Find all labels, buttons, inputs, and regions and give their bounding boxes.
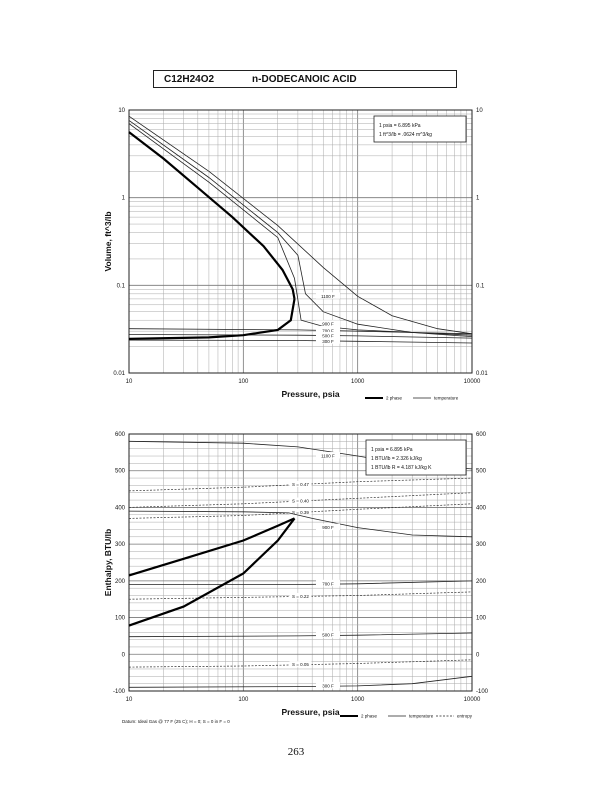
chart2-y-tick-label-right: 300 — [476, 542, 487, 548]
chart1-isotherm-line — [128, 115, 473, 335]
chart1-y-tick-label-left: 0.01 — [113, 371, 125, 377]
chart2-y-tick-label-right: -100 — [476, 689, 489, 695]
chart1-y-tick-label-right: 0.1 — [476, 283, 485, 289]
chart2-x-tick-label: 10 — [126, 697, 133, 703]
chart1-isotherm-label-bg — [315, 337, 340, 344]
chart2-info-box-line: 1 BTU/lb R = 4.187 kJ/kg K — [371, 465, 432, 471]
chart1-isotherm-label-bg — [315, 292, 340, 299]
chart1-info-box-line: 1 ft^3/lb = .0624 m^3/kg — [379, 132, 432, 138]
chart1-info-box-line: 1 psia = 6.895 kPa — [379, 123, 421, 129]
chart1-isotherm-label-bg — [315, 331, 340, 339]
chart2-isotherm-label-bg — [315, 579, 340, 587]
chart1-y-tick-label-left: 0.1 — [117, 283, 126, 289]
chart2-isotherm-label-bg — [315, 681, 340, 689]
chart2-isotherm-label-bg — [315, 452, 340, 459]
chart2-isentrope-label-bg — [289, 508, 312, 515]
datum-footnote: Datum: Ideal Gas @ 77 F (25 C); H = 0; S… — [122, 719, 230, 724]
chart1-x-tick-label: 100 — [238, 379, 249, 385]
chart1-legend-label: 2 phase — [386, 396, 403, 401]
chart2-y-tick-label-right: 100 — [476, 616, 487, 622]
chart2-isotherm-line — [128, 675, 473, 688]
chart2-y-tick-label-left: 200 — [115, 579, 126, 585]
chart2-isentrope-label-bg — [289, 497, 312, 504]
chart2-y-tick-label-left: 300 — [115, 542, 126, 548]
chart2-x-axis-label: Pressure, psia — [281, 707, 339, 717]
chart1-x-tick-label: 1000 — [351, 379, 365, 385]
chart2-isentrope-label: S = 0.05 — [292, 662, 309, 667]
chart1-y-tick-label-left: 1 — [122, 196, 126, 202]
chart2-isotherm-label: 500 F — [322, 633, 334, 638]
page-number: 263 — [287, 746, 305, 758]
chart2-isentrope-label: S = 0.22 — [292, 594, 309, 599]
chart1-info-box — [373, 115, 467, 143]
chart2-legend-label: 2 phase — [361, 714, 378, 719]
chart2-y-tick-label-left: 400 — [115, 505, 126, 511]
chart2-isotherm-label-bg — [315, 631, 340, 638]
chart2-y-tick-label-right: 200 — [476, 579, 487, 585]
chart1-isotherm-label: 700 F — [322, 329, 334, 334]
title-box: C12H24O2 n-DODECANOIC ACID — [153, 70, 457, 88]
chart2-isotherm-label: 700 F — [322, 581, 334, 586]
chart1-y-tick-label-right: 10 — [476, 108, 483, 114]
chart2-y-tick-label-right: 500 — [476, 469, 487, 475]
chart1-x-tick-label: 10 — [126, 379, 133, 385]
chart1-y-axis-label: Volume, ft^3/lb — [103, 211, 113, 271]
chart2-isotherm-line — [128, 510, 473, 538]
chart1-isotherm-label-bg — [315, 320, 340, 327]
chart2-y-tick-label-left: -100 — [113, 689, 126, 695]
chart1-isotherm-line — [128, 123, 473, 336]
compound-name: n-DODECANOIC ACID — [252, 73, 357, 85]
chart2-y-tick-label-left: 500 — [115, 469, 126, 475]
chart2-x-tick-label: 100 — [238, 697, 249, 703]
chart2-isotherm-line — [129, 580, 473, 585]
chart2-isotherm-label: 900 F — [322, 525, 334, 530]
chart2-isentrope-label-bg — [289, 480, 312, 487]
chart2-isentrope-label: S = 0.39 — [292, 510, 309, 515]
chart1-y-tick-label-left: 10 — [118, 108, 125, 114]
chart1-plot-frame — [128, 109, 473, 374]
chart1-y-tick-label-right: 0.01 — [476, 371, 488, 377]
chart1-isotherm-label: 500 F — [322, 333, 334, 338]
chart1-x-tick-label: 10000 — [464, 379, 481, 385]
chart2-isotherm-line — [128, 632, 473, 638]
chart1-isotherm-label-bg — [315, 327, 340, 334]
chart2-two-phase-vapor-line — [128, 517, 295, 577]
chart2-plot-frame — [128, 433, 473, 692]
chart2-isotherm-label: 300 F — [322, 683, 334, 688]
compound-formula: C12H24O2 — [164, 73, 215, 85]
chart2-isentrope-label: S = 0.47 — [292, 482, 309, 487]
chart2-isentrope-label-bg — [289, 592, 312, 599]
chart1-legend-label: temperature — [434, 396, 459, 401]
chart2-isentrope-label-bg — [289, 661, 312, 668]
chart1-isotherm-line — [128, 120, 473, 337]
chart2-legend-label: entropy — [457, 714, 473, 719]
chart2-legend-label: temperature — [409, 714, 434, 719]
chart1-y-tick-label-right: 1 — [476, 196, 480, 202]
chart2-y-tick-label-left: 0 — [122, 652, 126, 658]
chart2-y-tick-label-right: 600 — [476, 432, 487, 438]
chart2-y-axis-label: Enthalpy, BTU/lb — [103, 529, 113, 596]
chart2-x-tick-label: 1000 — [351, 697, 365, 703]
chart1-isotherm-label: 1100 F — [321, 294, 335, 299]
chart1-isotherm-label: 900 F — [322, 322, 334, 327]
chart1-x-axis-label: Pressure, psia — [281, 389, 339, 399]
chart1-isotherm-label: 300 F — [322, 339, 334, 344]
chart2-info-box-line: 1 BTU/lb = 2.326 kJ/kg — [371, 456, 422, 462]
chart2-y-tick-label-left: 600 — [115, 432, 126, 438]
chart2-isotherm-label: 1100 F — [321, 454, 335, 459]
chart1-two-phase-liquid-line — [128, 298, 296, 340]
chart2-y-tick-label-right: 0 — [476, 652, 480, 658]
chart2-isotherm-label-bg — [315, 523, 340, 531]
chart1-two-phase-vapor-line — [128, 131, 296, 300]
chart2-isentrope-label: S = 0.40 — [292, 499, 309, 504]
chart2-info-box-line: 1 psia = 6.895 kPa — [371, 447, 413, 453]
chart1-isotherm-line — [128, 339, 473, 344]
chart2-y-tick-label-right: 400 — [476, 505, 487, 511]
chart2-y-tick-label-left: 100 — [115, 616, 126, 622]
chart2-x-tick-label: 10000 — [464, 697, 481, 703]
chart2-info-box — [365, 439, 467, 476]
chart2-two-phase-liquid-line — [128, 517, 296, 627]
